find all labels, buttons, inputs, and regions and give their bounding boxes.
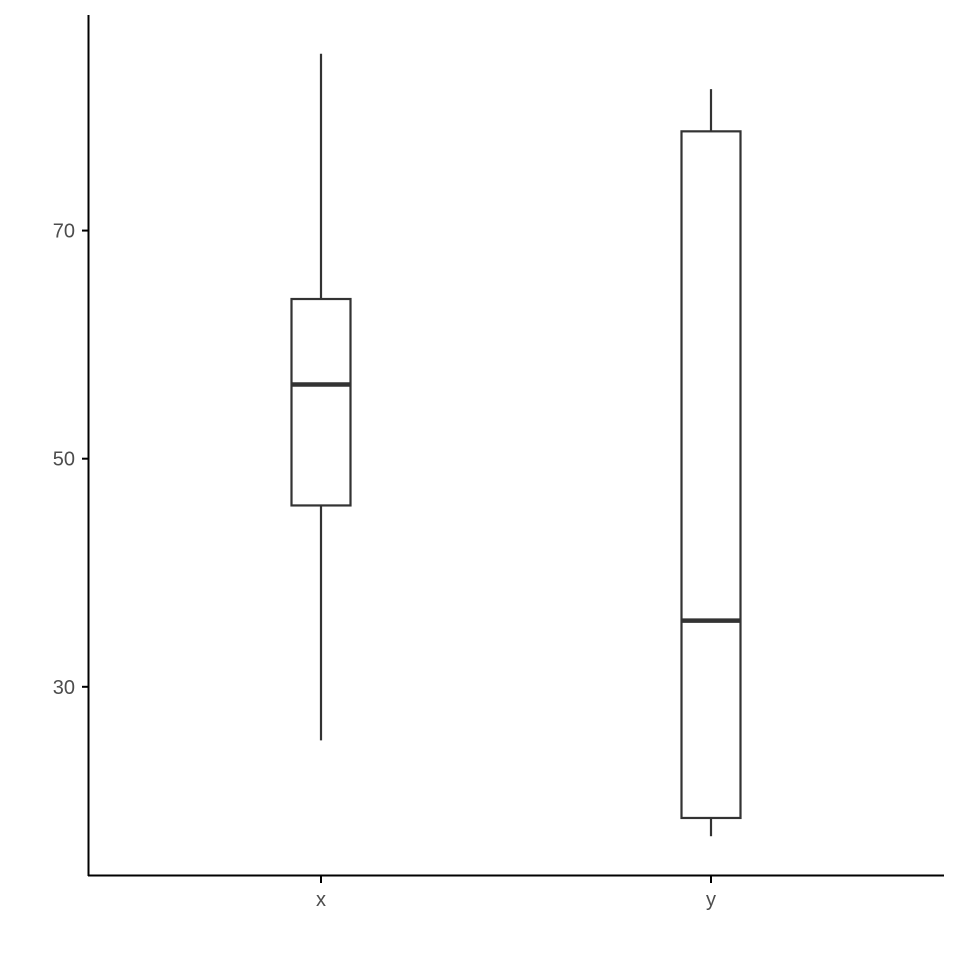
iqr-box [680, 130, 742, 820]
y-tick-label: 50 [53, 449, 75, 471]
x-tick-label: x [316, 889, 326, 911]
box-x [290, 53, 352, 741]
y-tick-label: 30 [53, 677, 75, 699]
iqr-box [290, 297, 352, 507]
box-y [680, 89, 742, 837]
x-tick-label: y [706, 889, 716, 911]
y-tick-label: 70 [53, 221, 75, 243]
